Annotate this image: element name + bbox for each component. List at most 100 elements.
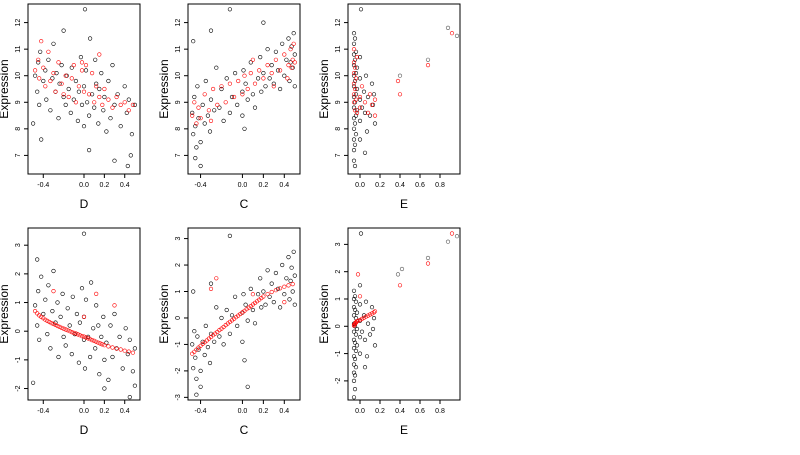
data-point — [425, 62, 431, 68]
data-point — [395, 78, 401, 84]
data-point — [261, 294, 266, 299]
data-point — [261, 20, 266, 25]
data-point — [74, 311, 79, 317]
data-point — [240, 92, 245, 97]
data-point — [99, 334, 104, 340]
data-point — [353, 132, 359, 137]
data-point — [89, 70, 95, 76]
data-point — [223, 100, 228, 105]
data-point — [208, 331, 214, 336]
data-point — [61, 92, 66, 97]
data-point — [245, 86, 250, 92]
data-point — [351, 47, 357, 52]
data-point — [273, 49, 279, 54]
data-point — [118, 124, 123, 129]
data-point — [126, 349, 131, 354]
data-point — [192, 329, 197, 334]
data-point — [372, 121, 378, 126]
data-point — [92, 105, 97, 110]
y-tick-label: 9 — [175, 100, 182, 104]
y-tick-label: 11 — [15, 45, 22, 52]
data-point — [58, 314, 63, 320]
data-point — [248, 286, 253, 292]
data-point — [94, 81, 99, 86]
data-point — [94, 339, 99, 344]
data-point — [198, 368, 203, 374]
data-point — [353, 92, 359, 97]
data-point — [36, 57, 41, 62]
data-point — [359, 105, 365, 110]
data-point — [102, 94, 107, 100]
data-point — [202, 121, 207, 126]
data-point — [51, 321, 56, 327]
data-point — [449, 31, 455, 36]
series-1 — [190, 233, 297, 397]
data-point — [92, 338, 97, 344]
series-1 — [30, 231, 137, 400]
data-point — [454, 33, 460, 39]
data-point — [191, 366, 196, 371]
data-point — [51, 268, 56, 274]
data-point — [351, 100, 357, 105]
data-point — [285, 76, 290, 81]
data-point — [190, 110, 195, 115]
data-point — [87, 337, 93, 342]
data-point — [92, 100, 97, 105]
data-point — [208, 286, 214, 292]
data-point — [292, 273, 297, 278]
y-tick-label: 8 — [15, 127, 22, 131]
y-tick-label: 0 — [15, 329, 22, 333]
y-axis-label: Expression — [157, 284, 171, 343]
data-point — [196, 105, 201, 110]
data-point — [271, 84, 276, 89]
data-point — [351, 378, 357, 384]
series-2 — [190, 276, 295, 356]
y-axis-label: Expression — [317, 284, 331, 343]
data-point — [269, 70, 274, 76]
data-point — [73, 78, 78, 84]
data-point — [261, 76, 266, 81]
data-point — [287, 78, 292, 84]
data-point — [205, 113, 210, 118]
data-point — [352, 142, 358, 147]
data-point — [355, 272, 361, 277]
data-point — [98, 341, 103, 346]
data-point — [108, 116, 113, 121]
data-point — [96, 340, 101, 345]
x-tick-label: 0.0 — [238, 408, 248, 415]
data-point — [57, 81, 62, 86]
y-tick-label: 10 — [15, 72, 22, 80]
y-tick-label: 11 — [175, 45, 182, 52]
data-point — [39, 137, 44, 142]
data-point — [353, 49, 359, 54]
data-point — [282, 52, 287, 57]
data-point — [46, 283, 51, 288]
data-point — [351, 346, 357, 351]
data-point — [194, 121, 199, 126]
data-point — [371, 310, 377, 315]
data-point — [59, 325, 64, 330]
data-point — [351, 73, 357, 78]
data-point — [278, 86, 283, 92]
data-point — [203, 323, 208, 329]
data-point — [219, 315, 224, 321]
data-point — [245, 318, 250, 323]
data-point — [87, 36, 93, 41]
data-point — [39, 314, 44, 320]
data-point — [352, 57, 358, 62]
y-tick-label: 12 — [175, 19, 182, 27]
data-point — [132, 346, 137, 351]
data-point — [102, 86, 107, 92]
data-point — [278, 305, 283, 310]
data-point — [48, 78, 53, 84]
data-point — [353, 70, 359, 76]
x-tick-label: 0.0 — [238, 182, 248, 189]
y-tick-label: 1 — [335, 297, 342, 301]
data-point — [399, 266, 405, 272]
data-point — [351, 41, 357, 46]
data-point — [224, 76, 229, 81]
data-point — [36, 60, 41, 65]
y-tick-label: 12 — [335, 19, 342, 27]
data-point — [263, 84, 268, 89]
